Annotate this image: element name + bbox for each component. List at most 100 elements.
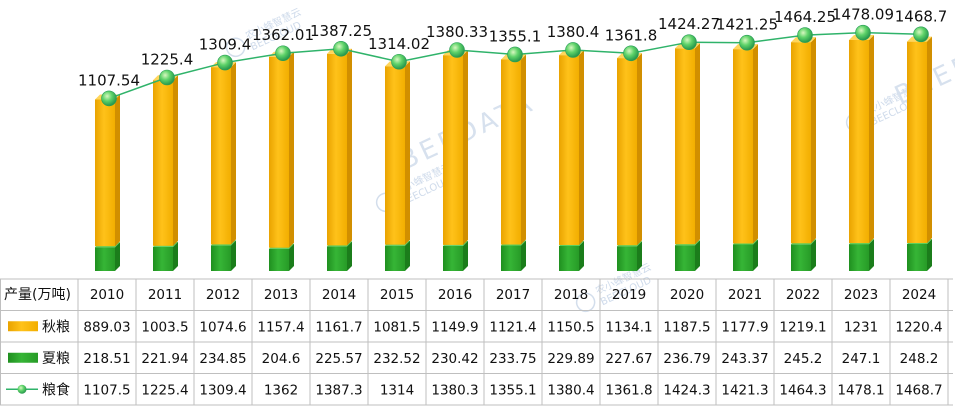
total-point bbox=[159, 69, 175, 86]
legend-swatch bbox=[8, 352, 38, 363]
table-cell: 1219.1 bbox=[779, 319, 826, 335]
autumn-bar-face bbox=[269, 56, 289, 248]
summer-bar bbox=[617, 241, 642, 271]
total-point bbox=[333, 40, 349, 57]
autumn-bar-side bbox=[463, 50, 468, 245]
autumn-bar bbox=[327, 48, 352, 246]
table-cell: 1380.3 bbox=[431, 382, 478, 398]
summer-bar-face bbox=[559, 245, 579, 271]
legend-label: 夏粮 bbox=[42, 351, 70, 367]
table-cell: 1355.1 bbox=[489, 382, 536, 398]
summer-bar-face bbox=[95, 247, 115, 271]
autumn-bar-side bbox=[637, 53, 642, 246]
x-tick-label: 2014 bbox=[322, 287, 356, 303]
autumn-bar-face bbox=[443, 55, 463, 245]
table-cell: 1149.9 bbox=[431, 319, 478, 335]
summer-bar-side bbox=[231, 240, 236, 271]
table-cell: 1225.4 bbox=[141, 382, 188, 398]
autumn-bar-side bbox=[579, 50, 584, 245]
autumn-bar bbox=[501, 54, 526, 245]
autumn-bar-face bbox=[675, 48, 695, 245]
x-tick-label: 2015 bbox=[380, 287, 414, 303]
summer-bar bbox=[269, 243, 294, 271]
total-point bbox=[391, 53, 407, 70]
table-cell: 234.85 bbox=[199, 351, 246, 367]
autumn-bar-side bbox=[695, 43, 700, 245]
summer-bar-side bbox=[173, 241, 178, 271]
autumn-bar-side bbox=[231, 62, 236, 245]
table-cell: 248.2 bbox=[900, 351, 939, 367]
total-point bbox=[739, 34, 755, 51]
table-cell: 1157.4 bbox=[257, 319, 304, 335]
table-cell: 232.52 bbox=[373, 351, 420, 367]
autumn-bar-face bbox=[559, 55, 579, 245]
data-table: 产量(万吨) 2010 2011 2012 2013 2014 2015 2016 2017 20… bbox=[0, 278, 953, 406]
x-tick-label: 2021 bbox=[728, 287, 762, 303]
table-cell: 1107.5 bbox=[83, 382, 130, 398]
total-data-label: 1355.1 bbox=[489, 27, 542, 45]
x-tick-label: 2010 bbox=[90, 287, 124, 303]
autumn-bar-face bbox=[617, 58, 637, 246]
autumn-bar bbox=[733, 44, 758, 244]
legend-label: 秋粮 bbox=[42, 319, 70, 335]
summer-bar-face bbox=[443, 245, 463, 271]
summer-bar-side bbox=[579, 240, 584, 271]
autumn-bar-side bbox=[753, 44, 758, 244]
table-cell: 229.89 bbox=[547, 351, 594, 367]
x-tick-label: 2011 bbox=[148, 287, 182, 303]
legend-swatch bbox=[8, 321, 38, 332]
autumn-bar-side bbox=[289, 51, 294, 248]
summer-bar bbox=[733, 239, 758, 271]
summer-bar-side bbox=[869, 239, 874, 271]
table-cell: 1177.9 bbox=[721, 319, 768, 335]
summer-bar bbox=[95, 242, 120, 271]
total-data-label: 1478.09 bbox=[832, 6, 894, 24]
watermark-logo-icon bbox=[225, 37, 246, 58]
table-cell: 221.94 bbox=[141, 351, 188, 367]
total-point bbox=[101, 90, 117, 107]
summer-bar-face bbox=[327, 246, 347, 271]
summer-bar-side bbox=[347, 241, 352, 271]
table-cell: 1314 bbox=[380, 382, 414, 398]
table-cell: 1187.5 bbox=[663, 319, 710, 335]
autumn-bar-side bbox=[811, 37, 816, 244]
total-point bbox=[449, 42, 465, 58]
table-cell: 1150.5 bbox=[547, 319, 594, 335]
x-tick-label: 2023 bbox=[844, 287, 878, 303]
autumn-bar-side bbox=[521, 54, 526, 245]
summer-bar bbox=[327, 241, 352, 271]
summer-bar-side bbox=[927, 238, 932, 271]
summer-bar-face bbox=[617, 246, 637, 271]
summer-bar bbox=[211, 240, 236, 271]
summer-bar bbox=[153, 241, 178, 271]
total-data-label: 1468.7 bbox=[895, 7, 948, 25]
autumn-bar bbox=[617, 53, 642, 246]
table-cell: 1362 bbox=[264, 382, 298, 398]
x-tick-label: 2020 bbox=[670, 287, 704, 303]
legend-label: 粮食 bbox=[42, 381, 70, 398]
summer-bar-face bbox=[733, 244, 753, 271]
autumn-bar-face bbox=[153, 80, 173, 246]
total-data-label: 1424.27 bbox=[658, 15, 720, 33]
summer-bar-side bbox=[637, 241, 642, 271]
table-cell: 245.2 bbox=[784, 351, 823, 367]
table-cell: 889.03 bbox=[83, 319, 130, 335]
autumn-bar-face bbox=[95, 99, 115, 247]
autumn-bar bbox=[95, 94, 120, 247]
autumn-bar-side bbox=[347, 48, 352, 246]
autumn-bar-face bbox=[501, 59, 521, 245]
summer-bar-face bbox=[385, 245, 405, 271]
summer-bar-face bbox=[211, 245, 231, 271]
summer-bar-side bbox=[289, 243, 294, 271]
summer-bar-face bbox=[675, 245, 695, 271]
x-tick-label: 2012 bbox=[206, 287, 240, 303]
autumn-bar-face bbox=[211, 67, 231, 245]
summer-bar bbox=[791, 239, 816, 271]
table-cell: 1161.7 bbox=[315, 319, 362, 335]
autumn-bar-face bbox=[733, 49, 753, 244]
summer-bar-side bbox=[115, 242, 120, 271]
summer-bar bbox=[501, 240, 526, 271]
summer-bar-face bbox=[153, 246, 173, 271]
table-cell: 1134.1 bbox=[605, 319, 652, 335]
autumn-bar bbox=[849, 34, 874, 244]
